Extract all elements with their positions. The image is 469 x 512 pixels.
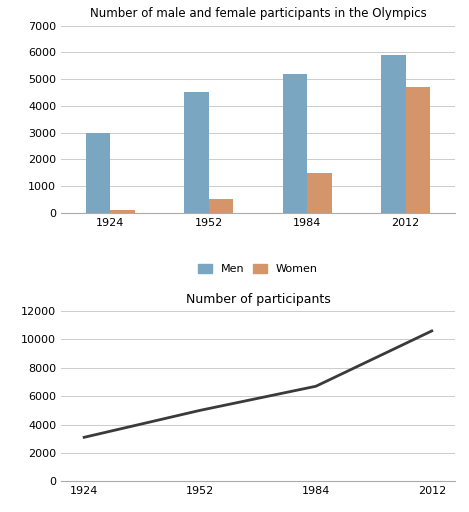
Bar bbox=[209, 200, 233, 213]
Title: Number of participants: Number of participants bbox=[186, 293, 330, 306]
Bar bbox=[282, 74, 307, 213]
Bar bbox=[110, 210, 135, 213]
Title: Number of male and female participants in the Olympics: Number of male and female participants i… bbox=[90, 7, 426, 20]
Bar bbox=[381, 55, 406, 213]
Bar bbox=[85, 133, 110, 213]
Bar bbox=[406, 87, 431, 213]
Bar bbox=[307, 173, 332, 213]
Legend: Men, Women: Men, Women bbox=[194, 260, 322, 279]
Bar bbox=[184, 93, 209, 213]
